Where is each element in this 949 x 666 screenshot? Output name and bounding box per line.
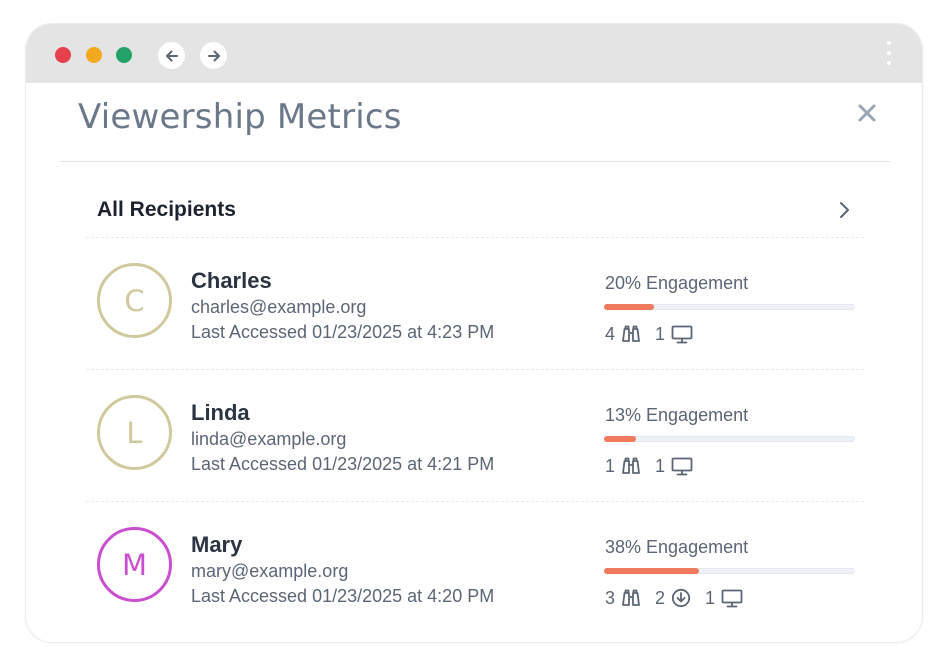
monitor-icon bbox=[721, 589, 743, 607]
recipient-email: charles@example.org bbox=[191, 297, 367, 317]
monitor-icon bbox=[671, 457, 693, 475]
back-button[interactable] bbox=[158, 42, 185, 69]
close-button[interactable] bbox=[854, 100, 880, 126]
views-stat: 4 bbox=[605, 324, 641, 345]
recipient-stats: 4 1 bbox=[605, 322, 707, 346]
engagement-bar-fill bbox=[604, 304, 654, 310]
devices-count: 1 bbox=[655, 323, 666, 344]
binoculars-icon bbox=[622, 457, 640, 474]
downloads-stat: 2 bbox=[655, 588, 691, 609]
engagement-bar bbox=[604, 568, 855, 574]
downloads-count: 2 bbox=[655, 587, 666, 608]
last-accessed: Last Accessed 01/23/2025 at 4:20 PM bbox=[191, 586, 495, 606]
browser-window: Viewership Metrics All Recipients C Char… bbox=[26, 24, 922, 642]
avatar: C bbox=[97, 263, 172, 338]
page-title: Viewership Metrics bbox=[78, 97, 402, 137]
devices-stat: 1 bbox=[655, 324, 693, 345]
monitor-icon bbox=[671, 325, 693, 343]
recipient-name: Linda bbox=[191, 400, 250, 425]
engagement-bar-fill bbox=[604, 436, 637, 442]
devices-count: 1 bbox=[705, 587, 716, 608]
maximize-window-button[interactable] bbox=[116, 47, 132, 63]
engagement-bar bbox=[604, 304, 855, 310]
devices-stat: 1 bbox=[655, 456, 693, 477]
window-titlebar bbox=[26, 24, 922, 83]
all-recipients-label: All Recipients bbox=[97, 197, 236, 221]
devices-count: 1 bbox=[655, 455, 666, 476]
header-divider bbox=[60, 161, 890, 162]
recipient-stats: 3 2 1 bbox=[605, 586, 757, 610]
engagement-bar bbox=[604, 436, 855, 442]
avatar: L bbox=[97, 395, 172, 470]
recipient-row[interactable]: C Charles charles@example.org Last Acces… bbox=[86, 238, 864, 370]
avatar: M bbox=[97, 527, 172, 602]
arrow-right-icon bbox=[207, 50, 220, 61]
views-count: 1 bbox=[605, 455, 616, 476]
arrow-left-icon bbox=[165, 50, 178, 61]
views-count: 3 bbox=[605, 587, 616, 608]
close-icon bbox=[858, 104, 876, 122]
recipient-row[interactable]: M Mary mary@example.org Last Accessed 01… bbox=[86, 502, 864, 634]
views-stat: 3 bbox=[605, 588, 641, 609]
engagement-label: 20% Engagement bbox=[605, 273, 749, 293]
binoculars-icon bbox=[622, 589, 640, 606]
recipient-email: linda@example.org bbox=[191, 429, 347, 449]
recipient-name: Charles bbox=[191, 268, 272, 293]
forward-button[interactable] bbox=[200, 42, 227, 69]
devices-stat: 1 bbox=[705, 588, 743, 609]
more-menu-icon[interactable] bbox=[886, 41, 892, 69]
recipient-email: mary@example.org bbox=[191, 561, 349, 581]
close-window-button[interactable] bbox=[55, 47, 71, 63]
recipient-stats: 1 1 bbox=[605, 454, 707, 478]
download-circle-icon bbox=[671, 588, 691, 608]
chevron-right-icon bbox=[840, 201, 849, 218]
recipient-name: Mary bbox=[191, 532, 243, 557]
all-recipients-row[interactable]: All Recipients bbox=[86, 182, 864, 238]
minimize-window-button[interactable] bbox=[86, 47, 102, 63]
recipient-row[interactable]: L Linda linda@example.org Last Accessed … bbox=[86, 370, 864, 502]
last-accessed: Last Accessed 01/23/2025 at 4:21 PM bbox=[191, 454, 495, 474]
engagement-bar-fill bbox=[604, 568, 699, 574]
binoculars-icon bbox=[622, 325, 640, 342]
last-accessed: Last Accessed 01/23/2025 at 4:23 PM bbox=[191, 322, 495, 342]
views-count: 4 bbox=[605, 323, 616, 344]
engagement-label: 38% Engagement bbox=[605, 537, 749, 557]
engagement-label: 13% Engagement bbox=[605, 405, 749, 425]
views-stat: 1 bbox=[605, 456, 641, 477]
